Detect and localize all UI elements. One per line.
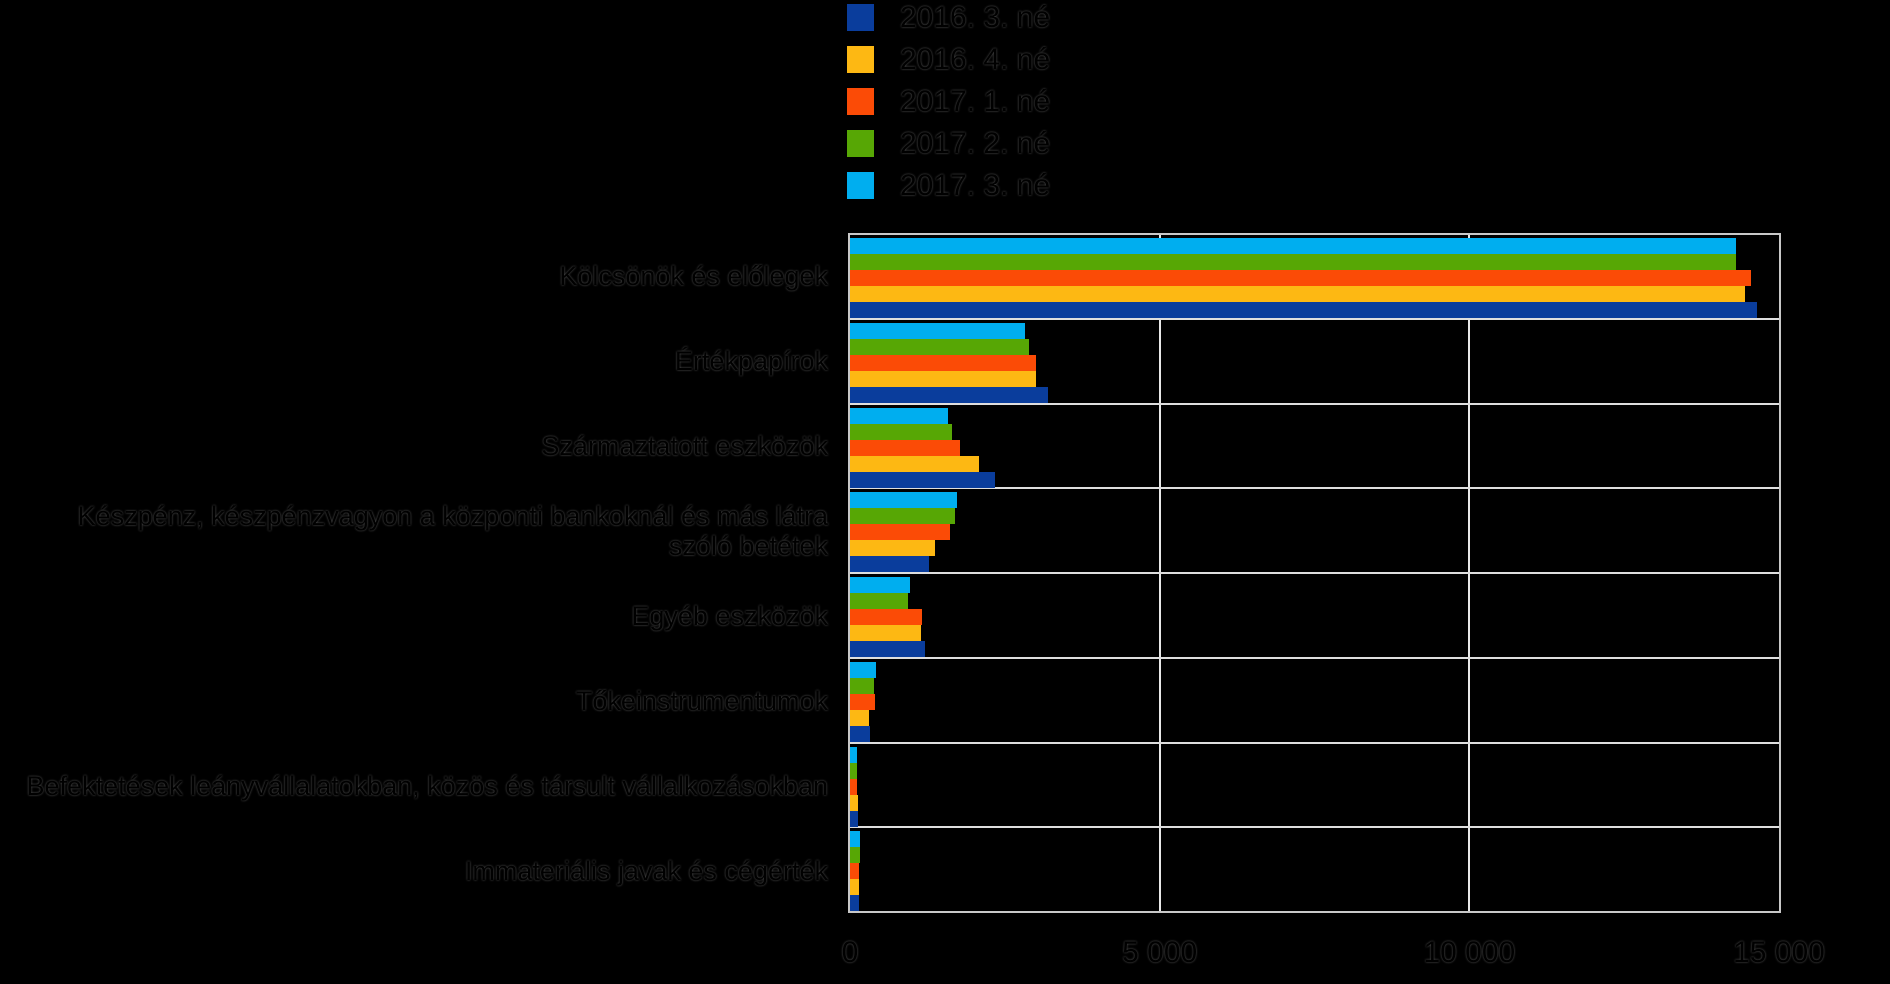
bar (850, 508, 955, 525)
bar (850, 693, 875, 710)
category-labels: Kölcsönök és előlegek Értékpapírok Származ… (10, 233, 828, 913)
legend-label: 2017. 3. né (900, 168, 1051, 202)
bar (850, 593, 908, 609)
x-axis: 0 5 000 10 000 15 000 (0, 936, 1890, 976)
bar-group-row (850, 659, 1779, 744)
bar (850, 322, 1025, 339)
category-label: Immateriális javak és cégérték (464, 855, 828, 886)
legend-item: 2017. 3. né (847, 169, 1050, 202)
category-row: Befektetések leányvállalatokban, közös é… (10, 743, 828, 828)
category-row: Egyéb eszközök (10, 573, 828, 658)
x-tick-label: 0 (841, 936, 859, 969)
bar (850, 286, 1745, 302)
bar (850, 831, 860, 848)
legend-swatch-icon (847, 4, 874, 31)
bar (850, 338, 1029, 355)
bar (850, 725, 870, 742)
category-label: Egyéb eszközök (631, 600, 828, 631)
bar (850, 423, 952, 440)
bar (850, 677, 875, 694)
bar (850, 863, 860, 880)
x-tick-label: 10 000 (1423, 936, 1516, 969)
bar (850, 810, 859, 827)
bar (850, 641, 925, 657)
bar (850, 709, 870, 726)
bar (850, 540, 935, 557)
legend-label: 2017. 2. né (900, 126, 1051, 160)
bar (850, 879, 859, 896)
bar (850, 302, 1758, 318)
category-label: Származtatott eszközök (541, 430, 828, 461)
legend: 2016. 3. né 2016. 4. né 2017. 1. né 2017. 2… (847, 1, 1050, 214)
legend-item: 2017. 2. né (847, 127, 1050, 160)
bar (850, 524, 950, 541)
bar-group-row (850, 235, 1779, 320)
bar (850, 746, 857, 763)
category-row: Készpénz, készpénzvagyon a központi bank… (10, 488, 828, 573)
category-label: Készpénz, készpénzvagyon a központi bank… (77, 500, 828, 561)
bar (850, 354, 1036, 371)
bar (850, 455, 979, 472)
bar (850, 370, 1036, 387)
bar (850, 270, 1752, 286)
legend-label: 2016. 3. né (900, 0, 1051, 34)
legend-item: 2017. 1. né (847, 85, 1050, 118)
bar (850, 625, 921, 641)
bar (850, 895, 859, 912)
x-tick-label: 5 000 (1122, 936, 1198, 969)
category-row: Származtatott eszközök (10, 403, 828, 488)
bar (850, 577, 911, 593)
category-row: Tőkeinstrumentumok (10, 658, 828, 743)
bar (850, 762, 857, 779)
legend-label: 2017. 1. né (900, 84, 1051, 118)
bar (850, 439, 960, 456)
bar-group-row (850, 744, 1779, 829)
legend-swatch-icon (847, 130, 874, 157)
bar (850, 609, 923, 625)
bar (850, 492, 957, 509)
legend-swatch-icon (847, 46, 874, 73)
category-label: Tőkeinstrumentumok (575, 685, 828, 716)
bar-group-row (850, 405, 1779, 490)
bar (850, 386, 1048, 403)
bar (850, 471, 995, 488)
category-label: Értékpapírok (674, 345, 828, 376)
bar-group-row (850, 828, 1779, 912)
legend-item: 2016. 4. né (847, 43, 1050, 76)
category-row: Értékpapírok (10, 318, 828, 403)
x-tick-label: 15 000 (1733, 936, 1825, 969)
bar-group-row (850, 574, 1779, 659)
category-row: Immateriális javak és cégérték (10, 828, 828, 913)
bar (850, 556, 929, 573)
bar-group-row (850, 320, 1779, 405)
legend-swatch-icon (847, 88, 874, 115)
bar (850, 407, 949, 424)
bar (850, 254, 1736, 270)
bar (850, 238, 1736, 254)
bar (850, 778, 858, 795)
bar-group-row (850, 489, 1779, 574)
bar (850, 847, 860, 864)
bar (850, 794, 859, 811)
plot-area (848, 233, 1781, 913)
legend-label: 2016. 4. né (900, 42, 1051, 76)
legend-swatch-icon (847, 172, 874, 199)
category-label: Befektetések leányvállalatokban, közös é… (26, 770, 828, 801)
legend-item: 2016. 3. né (847, 1, 1050, 34)
category-label: Kölcsönök és előlegek (559, 260, 828, 291)
bar (850, 661, 876, 678)
category-row: Kölcsönök és előlegek (10, 233, 828, 318)
